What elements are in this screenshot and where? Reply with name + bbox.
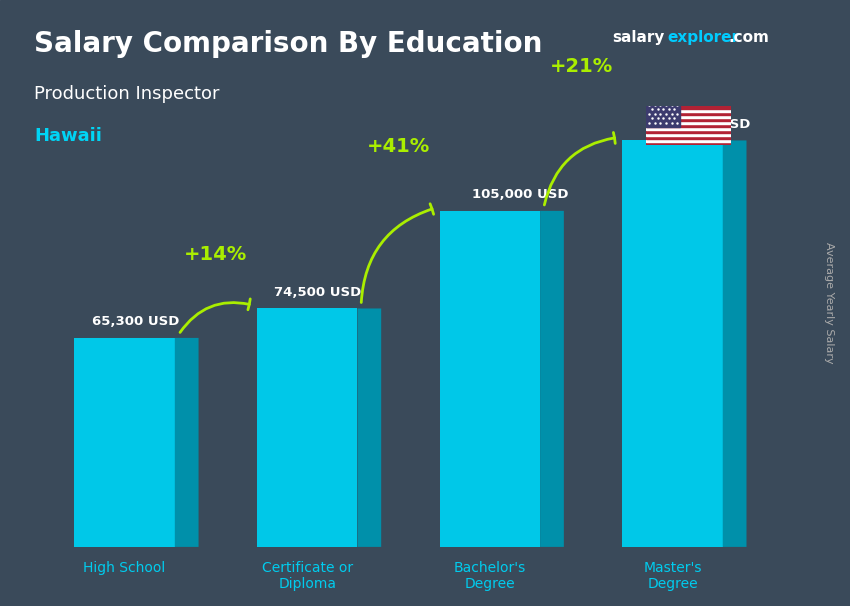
Bar xyxy=(646,106,731,109)
Polygon shape xyxy=(722,141,746,547)
Bar xyxy=(646,115,731,118)
Text: 65,300 USD: 65,300 USD xyxy=(92,315,179,328)
Bar xyxy=(257,308,358,547)
Bar xyxy=(646,130,731,133)
Text: +14%: +14% xyxy=(184,245,247,264)
Bar xyxy=(646,133,731,136)
Text: 105,000 USD: 105,000 USD xyxy=(472,188,568,201)
Bar xyxy=(646,112,731,115)
Text: salary: salary xyxy=(612,30,665,45)
Text: Hawaii: Hawaii xyxy=(34,127,102,145)
Bar xyxy=(439,211,540,547)
Bar xyxy=(646,136,731,139)
Bar xyxy=(646,139,731,142)
Text: +21%: +21% xyxy=(550,58,613,76)
Bar xyxy=(646,127,731,130)
Text: Average Yearly Salary: Average Yearly Salary xyxy=(824,242,834,364)
Bar xyxy=(646,118,731,121)
Text: +41%: +41% xyxy=(367,138,430,156)
Bar xyxy=(646,124,731,127)
Bar xyxy=(622,141,722,547)
Bar xyxy=(646,142,731,145)
Text: explorer: explorer xyxy=(667,30,740,45)
Bar xyxy=(646,121,731,124)
Bar xyxy=(646,106,680,127)
Text: 74,500 USD: 74,500 USD xyxy=(275,286,361,299)
Text: Production Inspector: Production Inspector xyxy=(34,85,219,103)
Polygon shape xyxy=(175,338,199,547)
Bar xyxy=(646,109,731,112)
Polygon shape xyxy=(540,211,564,547)
Text: .com: .com xyxy=(728,30,769,45)
Text: Salary Comparison By Education: Salary Comparison By Education xyxy=(34,30,542,58)
Polygon shape xyxy=(358,308,381,547)
Bar xyxy=(74,338,175,547)
Text: 127,000 USD: 127,000 USD xyxy=(654,118,751,131)
